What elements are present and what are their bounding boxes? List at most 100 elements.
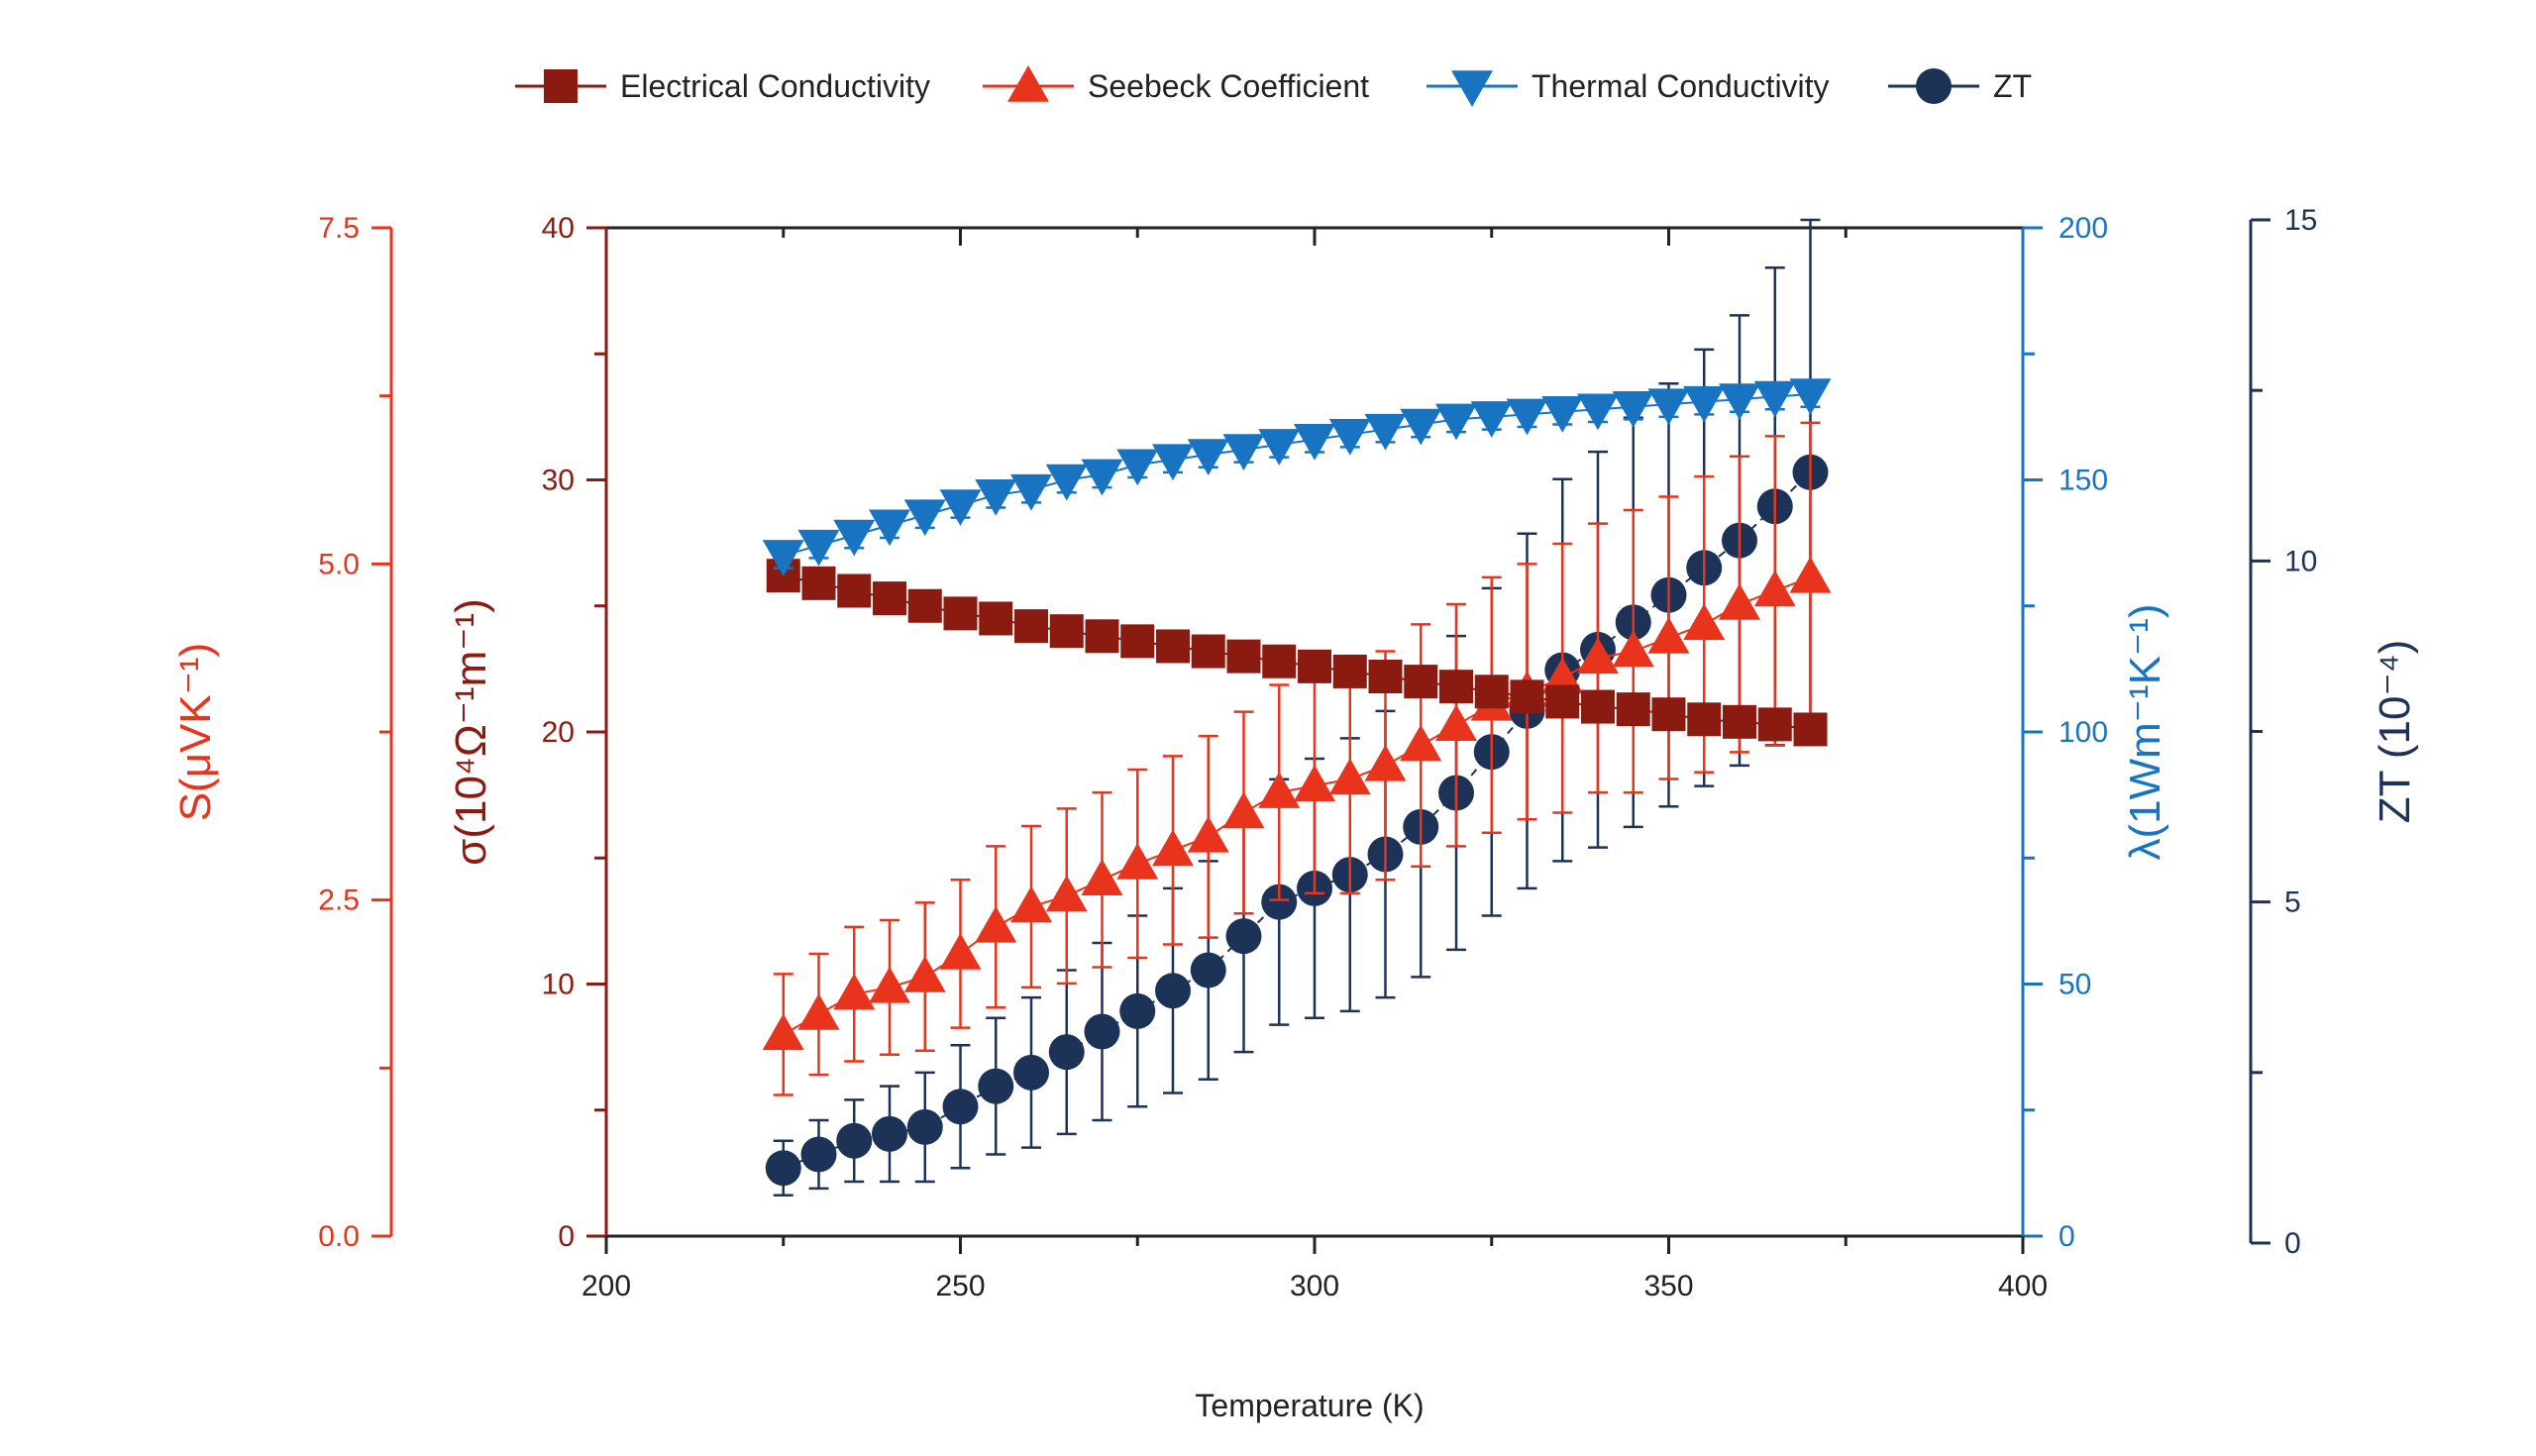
data-point-sigma xyxy=(1474,675,1509,709)
series-layer xyxy=(762,218,1832,1197)
data-point-lambda xyxy=(1400,408,1442,446)
tick-label: 7.5 xyxy=(318,212,360,245)
plot-frame xyxy=(604,226,2025,1238)
x-tick-label: 400 xyxy=(1998,1270,2048,1302)
data-point-lambda xyxy=(1081,459,1123,496)
data-point-seebeck xyxy=(1045,875,1088,912)
data-point-sigma xyxy=(873,581,906,616)
axis-s-title: S(μVK⁻¹) xyxy=(171,643,220,822)
data-point-zt xyxy=(836,1122,873,1159)
legend-label: Thermal Conductivity xyxy=(1532,68,1830,104)
data-point-lambda xyxy=(797,529,840,567)
tick-label: 40 xyxy=(542,212,575,245)
tick-label: 100 xyxy=(2059,716,2108,749)
data-point-sigma xyxy=(1014,609,1048,644)
x-tick-label: 300 xyxy=(1290,1270,1339,1302)
x-tick-label: 350 xyxy=(1643,1270,1693,1302)
data-point-seebeck xyxy=(975,905,1017,943)
data-point-seebeck xyxy=(1683,603,1726,641)
data-point-sigma xyxy=(1368,660,1403,694)
series-seebeck xyxy=(762,421,1832,1096)
tick-label: 10 xyxy=(2284,545,2317,577)
x-axis: 200 250 300 350 400 xyxy=(581,228,2048,1302)
data-point-lambda xyxy=(833,519,876,557)
data-point-sigma xyxy=(801,566,836,600)
data-point-lambda xyxy=(1647,388,1690,426)
series-line-zt xyxy=(783,471,1812,1170)
data-point-zt xyxy=(1225,918,1262,955)
data-point-sigma xyxy=(1581,689,1615,724)
tick-label: 200 xyxy=(2059,212,2108,245)
legend: Electrical Conductivity Seebeck Coefficie… xyxy=(515,65,2032,107)
tick-label: 30 xyxy=(542,465,575,497)
data-point-seebeck xyxy=(1187,815,1229,853)
data-point-seebeck xyxy=(1010,885,1052,923)
data-point-zt xyxy=(1155,973,1191,1009)
data-point-seebeck xyxy=(762,1013,804,1051)
data-point-sigma xyxy=(1757,707,1792,742)
data-point-sigma xyxy=(943,596,978,631)
legend-marker-zt xyxy=(1916,68,1952,104)
data-point-lambda xyxy=(1328,418,1371,456)
data-point-zt xyxy=(1048,1034,1085,1071)
axis-sigma-title: σ(10⁴Ω⁻¹m⁻¹) xyxy=(447,598,495,866)
data-point-sigma xyxy=(1262,644,1297,678)
tick-label: 20 xyxy=(542,716,575,749)
data-point-sigma xyxy=(1510,679,1544,714)
data-point-sigma xyxy=(979,601,1013,636)
data-point-sigma xyxy=(1332,654,1367,688)
data-point-seebeck xyxy=(833,973,876,1010)
data-point-lambda xyxy=(1116,449,1159,486)
data-point-seebeck xyxy=(1364,744,1407,781)
data-point-seebeck xyxy=(1541,657,1584,694)
data-point-lambda xyxy=(975,479,1017,516)
data-point-lambda xyxy=(1010,473,1052,511)
data-point-seebeck xyxy=(1612,630,1654,668)
data-point-lambda xyxy=(762,540,804,576)
data-point-lambda xyxy=(1577,393,1619,431)
data-point-sigma xyxy=(1439,670,1473,704)
data-point-seebeck xyxy=(1435,704,1477,741)
data-point-zt xyxy=(942,1089,979,1125)
data-point-lambda xyxy=(1222,434,1265,470)
seebeck-axis: 0.0 2.5 5.0 7.5 S(μVK⁻¹) xyxy=(171,212,393,1253)
data-point-seebeck xyxy=(1116,843,1159,880)
legend-label: Electrical Conductivity xyxy=(620,68,930,104)
data-point-seebeck xyxy=(869,966,910,1003)
data-point-sigma xyxy=(1793,712,1828,747)
data-point-seebeck xyxy=(1753,570,1796,607)
data-point-sigma xyxy=(1298,649,1331,683)
data-point-sigma xyxy=(1616,692,1650,727)
legend-label: ZT xyxy=(1993,68,2032,104)
tick-label: 2.5 xyxy=(318,884,360,917)
tick-label: 0 xyxy=(2284,1227,2301,1260)
data-point-seebeck xyxy=(797,993,840,1030)
data-point-lambda xyxy=(1258,429,1301,466)
x-tick-label: 250 xyxy=(935,1270,985,1302)
legend-marker-seebeck xyxy=(1007,65,1049,102)
tick-label: 5 xyxy=(2284,886,2301,919)
data-point-seebeck xyxy=(1719,583,1760,620)
data-point-seebeck xyxy=(1258,772,1301,808)
tick-label: 15 xyxy=(2284,204,2317,237)
axis-zt-title: ZT (10⁻⁴) xyxy=(2371,640,2419,824)
series-sigma xyxy=(766,559,1828,747)
tick-label: 5.0 xyxy=(318,548,360,580)
tick-label: 150 xyxy=(2059,465,2108,497)
data-point-sigma xyxy=(1049,614,1084,649)
legend-item-seebeck: Seebeck Coefficient xyxy=(983,65,1369,104)
data-point-sigma xyxy=(1651,697,1686,732)
data-point-lambda xyxy=(1435,403,1477,441)
data-point-sigma xyxy=(1226,639,1261,674)
data-point-lambda xyxy=(1364,413,1407,451)
data-point-zt xyxy=(1190,952,1226,988)
data-point-sigma xyxy=(1156,629,1190,664)
data-point-zt xyxy=(1261,884,1298,920)
data-point-sigma xyxy=(1687,702,1722,737)
data-point-seebeck xyxy=(903,956,946,992)
legend-marker-sigma xyxy=(544,69,578,103)
data-point-seebeck xyxy=(939,932,982,970)
legend-marker-lambda xyxy=(1451,70,1493,107)
data-point-lambda xyxy=(1541,396,1584,433)
legend-item-zt: ZT xyxy=(1888,68,2032,104)
